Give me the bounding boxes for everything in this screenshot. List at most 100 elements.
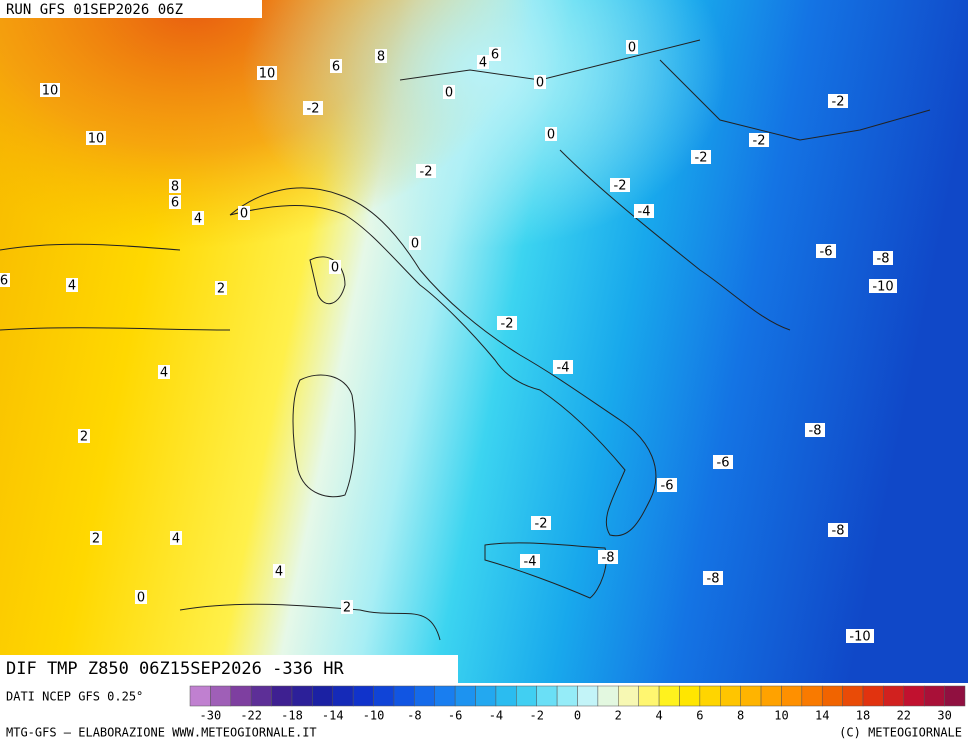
colorbar-label: 0 — [574, 709, 581, 723]
contour-label-bg — [828, 94, 848, 108]
colorbar-swatch — [720, 685, 741, 707]
colorbar-swatch — [699, 685, 721, 707]
contour-label-bg — [520, 554, 540, 568]
contour-label: 2 — [80, 430, 88, 445]
colorbar-label: 14 — [815, 709, 829, 723]
contour-label-bg — [86, 131, 106, 145]
colorbar-swatch — [352, 685, 374, 707]
colorbar-swatch — [618, 685, 639, 707]
colorbar-swatch — [638, 685, 660, 707]
contour-label-bg — [869, 279, 897, 293]
title-box — [0, 655, 458, 683]
contour-label-bg — [545, 127, 557, 141]
contour-label-bg — [238, 206, 250, 220]
contour-label-bg — [341, 600, 353, 614]
colorbar-swatch — [597, 685, 619, 707]
colorbar-label: -14 — [322, 709, 344, 723]
contour-label-bg — [703, 571, 723, 585]
colorbar-swatch — [495, 685, 517, 707]
colorbar-swatch — [291, 685, 313, 707]
contour-label-bg — [816, 244, 836, 258]
contour-label: -8 — [877, 252, 890, 267]
contour-label-bg — [846, 629, 874, 643]
contour-label-bg — [598, 550, 618, 564]
colorbar-swatch — [434, 685, 456, 707]
contour-label-bg — [409, 236, 421, 250]
colorbar-swatch — [332, 685, 354, 707]
contour-label-bg — [828, 523, 848, 537]
colorbar-swatch — [760, 685, 782, 707]
contour-label-bg — [749, 133, 769, 147]
contour-label: 4 — [479, 56, 487, 71]
contour-label: 4 — [160, 366, 168, 381]
contour-label: -6 — [820, 245, 833, 260]
contour-label-bg — [610, 178, 630, 192]
colorbar-label: 10 — [774, 709, 788, 723]
contour-label-bg — [873, 251, 893, 265]
colorbar-label: -4 — [489, 709, 503, 723]
contour-label: 8 — [171, 180, 179, 195]
contour-label-bg — [489, 47, 501, 61]
contour-label: -8 — [832, 524, 845, 539]
contour-label: -6 — [661, 479, 674, 494]
contour-label: 2 — [217, 282, 225, 297]
contour-label-bg — [531, 516, 551, 530]
map-title: DIF TMP Z850 06Z15SEP2026 -336 HR — [6, 659, 345, 679]
colorbar-swatch — [373, 685, 395, 707]
source-label: DATI NCEP GFS 0.25° — [6, 690, 143, 704]
contour-label-bg — [158, 365, 170, 379]
contour-label: -2 — [832, 95, 845, 110]
colorbar-label: 6 — [696, 709, 703, 723]
contour-label-bg — [135, 590, 147, 604]
colorbar-swatch — [454, 685, 476, 707]
contour-label: -2 — [420, 165, 433, 180]
colorbar-label: -30 — [200, 709, 222, 723]
contour-label-bg — [329, 260, 341, 274]
contour-label-bg — [375, 49, 387, 63]
contour-label: 4 — [194, 212, 202, 227]
contour-label: -8 — [809, 424, 822, 439]
contour-label-bg — [626, 40, 638, 54]
contour-label-bg — [66, 278, 78, 292]
contour-label: 0 — [137, 591, 145, 606]
colorbar-swatch — [903, 685, 925, 707]
contour-label-bg — [443, 85, 455, 99]
contour-label: -6 — [717, 456, 730, 471]
contour-label-bg — [169, 195, 181, 209]
contour-label: 0 — [628, 41, 636, 56]
contour-label-bg — [416, 164, 436, 178]
contour-label-bg — [691, 150, 711, 164]
contour-label: 2 — [92, 532, 100, 547]
contour-label-bg — [805, 423, 825, 437]
contour-label: -2 — [614, 179, 627, 194]
colorbar-swatch — [740, 685, 762, 707]
colorbar-swatch — [556, 685, 578, 707]
contour-label: -2 — [535, 517, 548, 532]
contour-label: -4 — [524, 555, 537, 570]
colorbar-swatch — [842, 685, 864, 707]
colorbar-label: -6 — [448, 709, 462, 723]
contour-label: 0 — [411, 237, 419, 252]
contour-label: 8 — [377, 50, 385, 65]
colorbar-swatch — [781, 685, 803, 707]
colorbar-label: 2 — [615, 709, 622, 723]
contour-label: -2 — [753, 134, 766, 149]
contour-label-bg — [257, 66, 277, 80]
run-label: RUN GFS 01SEP2026 06Z — [6, 2, 183, 18]
colorbar-swatch — [271, 685, 293, 707]
contour-label-bg — [303, 101, 323, 115]
colorbar-swatch — [210, 685, 232, 707]
contour-label: 0 — [547, 128, 555, 143]
colorbar-swatch — [393, 685, 415, 707]
contour-label: 0 — [240, 207, 248, 222]
colorbar-label: 18 — [856, 709, 870, 723]
contour-label: -4 — [557, 361, 570, 376]
colorbar-swatch — [944, 685, 966, 707]
credit-label: MTG-GFS — ELABORAZIONE WWW.METEOGIORNALE… — [6, 726, 317, 740]
colorbar-label: -18 — [281, 709, 303, 723]
header-box — [0, 0, 262, 18]
contour-label: 10 — [259, 67, 276, 82]
coastlines — [0, 39, 931, 641]
